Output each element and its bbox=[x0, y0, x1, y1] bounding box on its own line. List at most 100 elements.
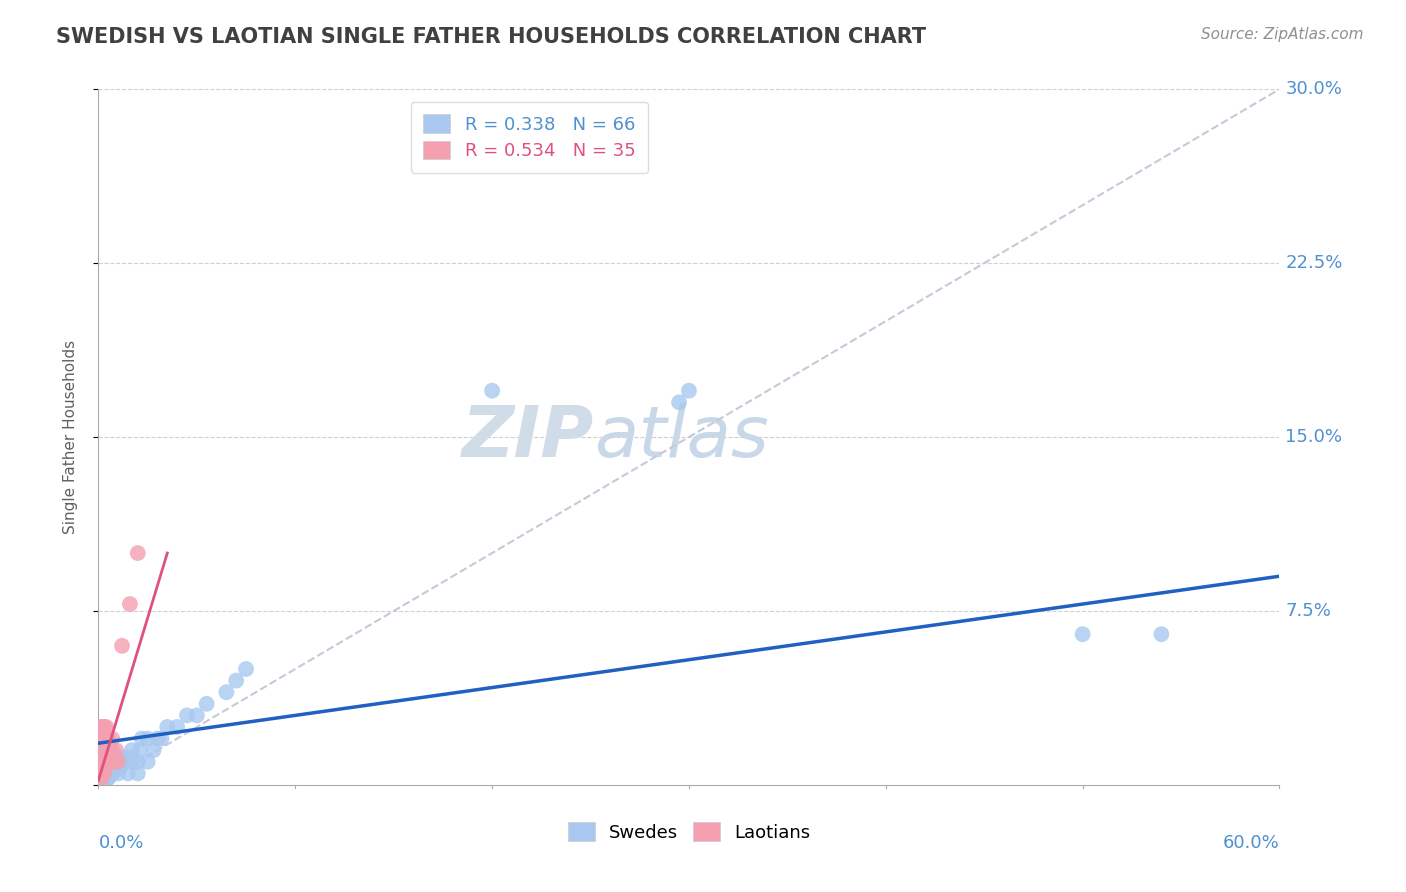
Point bbox=[96, 766, 118, 780]
Text: 15.0%: 15.0% bbox=[1285, 428, 1343, 446]
Legend: Swedes, Laotians: Swedes, Laotians bbox=[561, 815, 817, 849]
Point bbox=[101, 743, 124, 757]
Point bbox=[97, 771, 120, 785]
Point bbox=[89, 764, 111, 778]
Text: Source: ZipAtlas.com: Source: ZipAtlas.com bbox=[1201, 27, 1364, 42]
Point bbox=[91, 750, 114, 764]
Point bbox=[93, 743, 115, 757]
Point bbox=[96, 759, 118, 773]
Point bbox=[93, 773, 115, 788]
Point bbox=[96, 743, 118, 757]
Point bbox=[89, 759, 111, 773]
Point bbox=[96, 720, 118, 734]
Point bbox=[235, 662, 257, 676]
Point bbox=[98, 743, 121, 757]
Point bbox=[93, 755, 115, 769]
Text: 7.5%: 7.5% bbox=[1285, 602, 1331, 620]
Point bbox=[89, 731, 111, 746]
Point bbox=[107, 766, 129, 780]
Point bbox=[93, 769, 115, 783]
Point bbox=[150, 731, 173, 746]
Point bbox=[101, 731, 124, 746]
Point bbox=[96, 755, 118, 769]
Point bbox=[127, 546, 149, 560]
Point bbox=[118, 597, 141, 611]
Point bbox=[1071, 627, 1094, 641]
Text: SWEDISH VS LAOTIAN SINGLE FATHER HOUSEHOLDS CORRELATION CHART: SWEDISH VS LAOTIAN SINGLE FATHER HOUSEHO… bbox=[56, 27, 927, 46]
Point bbox=[117, 750, 139, 764]
Point bbox=[93, 731, 115, 746]
Point bbox=[89, 755, 111, 769]
Point bbox=[105, 759, 128, 773]
Text: 22.5%: 22.5% bbox=[1285, 254, 1343, 272]
Point bbox=[91, 766, 114, 780]
Point bbox=[91, 743, 114, 757]
Point bbox=[93, 720, 115, 734]
Text: 0.0%: 0.0% bbox=[98, 834, 143, 852]
Point bbox=[89, 743, 111, 757]
Point bbox=[89, 743, 111, 757]
Y-axis label: Single Father Households: Single Father Households bbox=[63, 340, 77, 534]
Point bbox=[89, 769, 111, 783]
Point bbox=[91, 759, 114, 773]
Point bbox=[121, 755, 143, 769]
Point bbox=[127, 755, 149, 769]
Point bbox=[97, 755, 120, 769]
Text: 60.0%: 60.0% bbox=[1223, 834, 1279, 852]
Text: 30.0%: 30.0% bbox=[1285, 80, 1343, 98]
Point bbox=[105, 743, 128, 757]
Point bbox=[142, 743, 165, 757]
Point bbox=[101, 755, 124, 769]
Point bbox=[131, 731, 153, 746]
Point bbox=[97, 731, 120, 746]
Point bbox=[93, 731, 115, 746]
Point bbox=[215, 685, 238, 699]
Point bbox=[101, 755, 124, 769]
Point bbox=[98, 743, 121, 757]
Point bbox=[186, 708, 208, 723]
Point bbox=[93, 766, 115, 780]
Point bbox=[678, 384, 700, 398]
Point bbox=[136, 731, 159, 746]
Point bbox=[98, 769, 121, 783]
Point bbox=[93, 750, 115, 764]
Point bbox=[117, 766, 139, 780]
Point bbox=[225, 673, 247, 688]
Point bbox=[195, 697, 218, 711]
Point bbox=[91, 766, 114, 780]
Point bbox=[103, 764, 125, 778]
Point bbox=[96, 773, 118, 788]
Point bbox=[112, 755, 135, 769]
Point bbox=[93, 764, 115, 778]
Point bbox=[91, 736, 114, 750]
Point bbox=[91, 759, 114, 773]
Point bbox=[89, 766, 111, 780]
Point bbox=[96, 731, 118, 746]
Point bbox=[156, 720, 179, 734]
Point bbox=[91, 720, 114, 734]
Point bbox=[96, 750, 118, 764]
Point bbox=[91, 755, 114, 769]
Point bbox=[111, 639, 134, 653]
Point bbox=[121, 743, 143, 757]
Point bbox=[97, 743, 120, 757]
Point bbox=[97, 762, 120, 776]
Point bbox=[1150, 627, 1173, 641]
Point bbox=[108, 759, 131, 773]
Text: ZIP: ZIP bbox=[463, 402, 595, 472]
Point bbox=[97, 743, 120, 757]
Point bbox=[101, 766, 124, 780]
Point bbox=[93, 759, 115, 773]
Point bbox=[89, 755, 111, 769]
Point bbox=[97, 755, 120, 769]
Point bbox=[96, 736, 118, 750]
Point bbox=[89, 720, 111, 734]
Point bbox=[103, 755, 125, 769]
Point bbox=[91, 773, 114, 788]
Point bbox=[98, 755, 121, 769]
Text: atlas: atlas bbox=[595, 402, 769, 472]
Point bbox=[481, 384, 503, 398]
Point bbox=[136, 755, 159, 769]
Point bbox=[107, 750, 129, 764]
Point bbox=[146, 731, 169, 746]
